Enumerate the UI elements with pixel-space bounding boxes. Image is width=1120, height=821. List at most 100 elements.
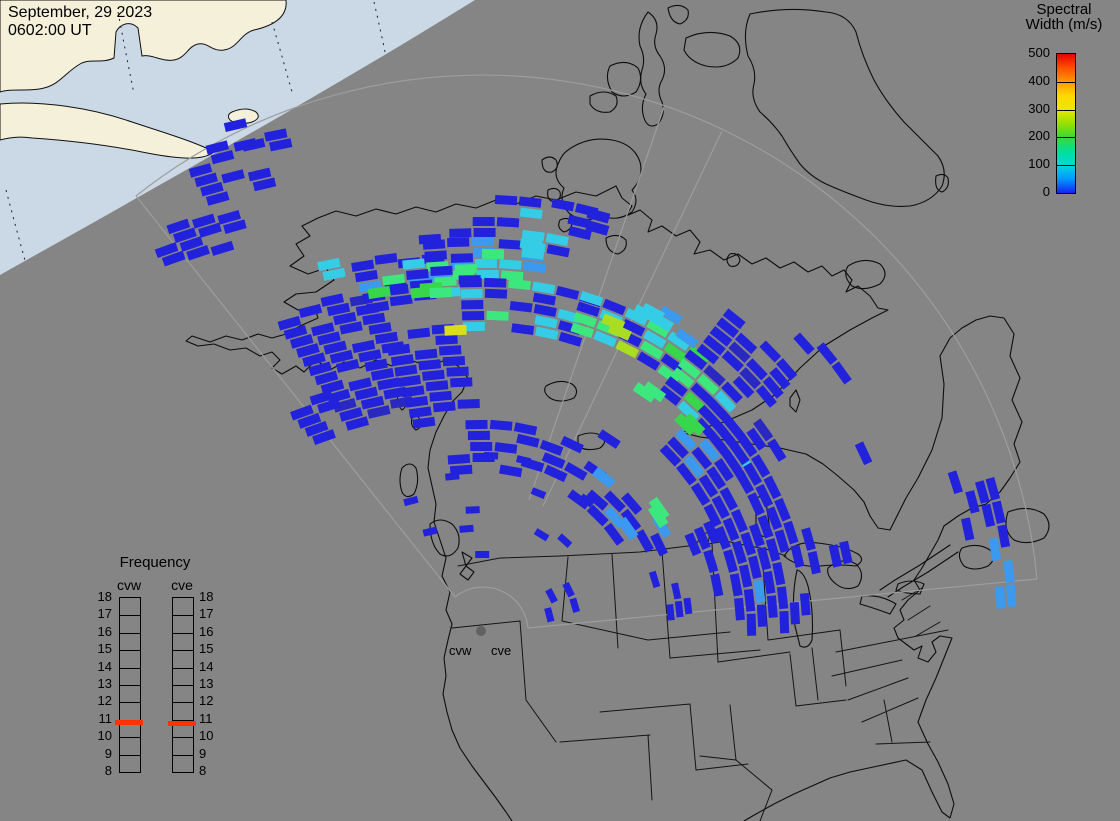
echo-cell [188,163,213,178]
echo-cell [498,239,522,250]
frequency-cell-line [173,719,193,721]
echo-cell [442,356,466,367]
echo-cell [729,441,750,466]
echo-cell [690,482,711,506]
echo-cell [499,464,523,478]
frequency-scale-left-17: 17 [97,606,112,622]
echo-cell [746,613,757,636]
echo-cell [425,380,449,392]
echo-cell [429,390,452,402]
echo-cell [345,416,370,431]
echo-cell [362,312,386,326]
echo-cell [747,555,762,580]
echo-cell [737,434,758,458]
echo-cell [405,395,429,408]
echo-cell [722,414,744,438]
echo-cell [766,595,778,619]
echo-cell [774,529,790,554]
echo-cell [179,236,204,252]
echo-cell [205,191,230,206]
echo-cell [639,340,664,360]
echo-cell [418,359,442,371]
echo-cell [546,244,570,258]
echo-cell [323,340,347,355]
echo-cell [585,220,610,236]
echo-cell [603,490,626,513]
echo-cell [961,517,975,541]
echo-cell [309,390,334,406]
echo-cell [541,452,566,469]
echo-cell [743,462,763,486]
echo-cell [335,358,360,373]
radar-label-cvw: cvw [449,643,472,658]
echo-cell [264,128,288,142]
echo-cell [974,480,990,504]
echo-cell [774,497,791,522]
small-lake-keewatin [726,253,741,267]
devon-island [683,31,741,68]
echo-cell [516,433,540,448]
frequency-scale-left-13: 13 [97,676,112,691]
echo-cell [557,533,573,548]
echo-cell [332,397,357,413]
date-line: September, 29 2023 [8,4,153,21]
echo-cell [473,227,496,238]
echo-cell [312,429,336,446]
frequency-bar-cvw [119,597,141,773]
echo-cell [320,293,345,307]
echo-cell [544,607,555,623]
echo-cell [444,472,460,481]
frequency-scale-left-14: 14 [97,658,112,674]
echo-cell [545,233,569,246]
time-line: 0602:00 UT [8,22,92,39]
echo-cell [314,370,339,386]
echo-cell [414,348,438,360]
coast-arctic-mainland [301,185,617,227]
echo-cell [683,597,693,615]
echo-cell [751,454,771,478]
echo-cell [494,442,518,454]
echo-cell [459,278,482,288]
echo-cell [383,386,407,400]
echo-cell [521,229,545,242]
echo-cell [368,322,392,335]
echo-cell [667,331,691,352]
echo-cell [333,311,357,326]
echo-cell [722,517,740,542]
colorbar-tick-100: 100 [1028,156,1050,172]
echo-cell [762,570,776,595]
fov-left-edge [135,195,456,598]
colorbar-divider [1057,109,1075,111]
colorbar-tick-0: 0 [1042,184,1050,199]
echo-cell [729,573,743,597]
echo-cell [390,354,414,367]
echo-cell [326,388,351,404]
fov-inner-arc [454,586,529,629]
frequency-scale-left-18: 18 [97,589,112,604]
echo-cell [617,516,639,541]
frequency-cell-line [173,650,193,652]
echo-cell [703,364,726,387]
echo-cell [509,300,533,313]
echo-cell [531,281,556,295]
echo-cell [706,466,727,490]
echo-cell [424,250,447,261]
echo-cell [676,462,697,486]
echo-cell [597,429,621,449]
great-bear-lake [544,380,578,402]
echo-cell [698,474,719,498]
echo-cell [696,343,720,365]
echo-cell [389,294,413,307]
baffin-island [744,8,945,207]
frequency-cell-line [120,667,140,669]
echo-cell [360,395,385,410]
echo-cell [374,253,398,265]
echo-cell [753,418,774,442]
echo-cell [682,413,706,436]
coast-canada-north [615,185,1023,555]
echo-cell [460,289,483,299]
echo-cell [475,550,490,559]
echo-cell [703,503,722,528]
